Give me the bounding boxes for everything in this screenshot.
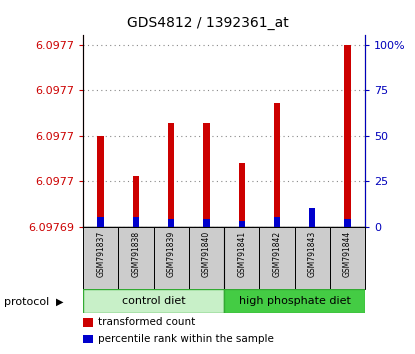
Bar [239,221,245,227]
Bar [83,227,118,289]
Bar [203,123,210,227]
Bar [98,217,104,227]
Text: GSM791841: GSM791841 [237,231,246,277]
Bar [295,227,330,289]
Text: GSM791844: GSM791844 [343,231,352,277]
Bar [168,123,174,227]
Bar [309,209,315,227]
Text: control diet: control diet [122,296,186,306]
Text: GSM791838: GSM791838 [132,231,140,277]
Text: ▶: ▶ [56,297,64,307]
Bar [224,227,259,289]
Bar [239,163,245,227]
Text: GSM791839: GSM791839 [167,231,176,277]
Bar [224,289,365,313]
Bar [274,217,280,227]
Bar [274,103,280,227]
Text: GSM791837: GSM791837 [96,231,105,277]
Bar [83,289,224,313]
Bar [168,219,174,227]
Bar [344,219,351,227]
Text: high phosphate diet: high phosphate diet [239,296,351,306]
Text: GSM791842: GSM791842 [273,231,281,277]
Bar [133,176,139,227]
Bar [330,227,365,289]
Text: GSM791843: GSM791843 [308,231,317,277]
Bar [344,45,351,227]
Bar [203,219,210,227]
Bar [118,227,154,289]
Bar [133,217,139,227]
Text: GDS4812 / 1392361_at: GDS4812 / 1392361_at [127,16,288,30]
Text: GSM791840: GSM791840 [202,231,211,277]
Bar [189,227,224,289]
Bar [98,136,104,227]
Text: percentile rank within the sample: percentile rank within the sample [98,334,273,344]
Text: transformed count: transformed count [98,317,195,327]
Text: protocol: protocol [4,297,49,307]
Bar [259,227,295,289]
Bar [154,227,189,289]
